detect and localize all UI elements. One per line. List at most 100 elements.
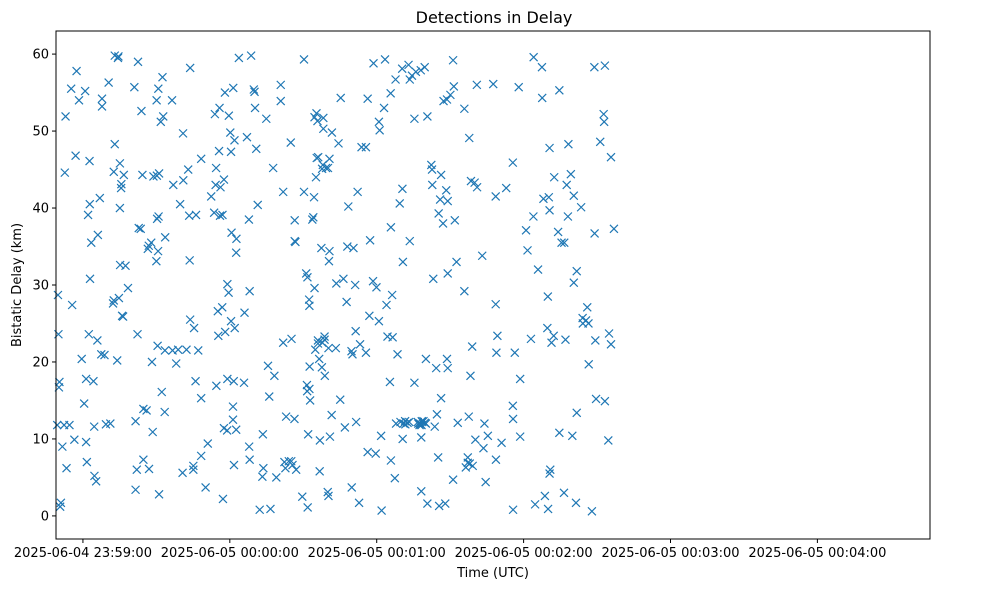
data-point-marker	[584, 319, 593, 328]
x-tick-label: 2025-06-05 00:04:00	[748, 546, 886, 561]
y-tick-label: 0	[41, 509, 49, 524]
data-point-marker	[89, 376, 98, 386]
data-point-marker	[228, 83, 238, 93]
data-point-marker	[84, 329, 94, 339]
data-point-marker	[249, 85, 259, 94]
data-point-marker	[442, 95, 452, 104]
data-point-marker	[178, 128, 188, 138]
data-point-marker	[229, 376, 239, 386]
data-point-marker	[185, 255, 195, 265]
data-point-marker	[365, 235, 375, 245]
data-point-marker	[528, 212, 538, 221]
data-point-marker	[175, 199, 185, 209]
data-point-marker	[227, 228, 236, 238]
data-point-marker	[438, 218, 448, 228]
data-point-marker	[287, 334, 296, 344]
data-point-marker	[515, 374, 525, 384]
data-point-marker	[109, 167, 119, 177]
data-point-marker	[421, 419, 431, 428]
data-point-marker	[90, 471, 99, 481]
data-point-marker	[379, 103, 389, 113]
data-point-marker	[497, 438, 506, 448]
data-point-marker	[196, 393, 206, 403]
data-point-marker	[377, 506, 387, 515]
data-point-marker	[185, 63, 195, 73]
data-point-marker	[448, 475, 458, 485]
x-tick-label: 2025-06-05 00:00:00	[161, 546, 299, 561]
data-point-marker	[540, 491, 550, 501]
data-point-marker	[143, 244, 153, 254]
data-point-marker	[154, 212, 164, 221]
data-point-marker	[290, 215, 300, 225]
data-point-marker	[353, 187, 363, 197]
data-point-marker	[559, 488, 569, 498]
y-tick-label: 40	[32, 202, 49, 217]
data-point-marker	[313, 152, 323, 162]
data-point-marker	[250, 103, 260, 113]
data-point-marker	[386, 222, 396, 232]
data-point-marker	[320, 371, 330, 381]
data-point-marker	[385, 377, 395, 387]
data-point-marker	[97, 102, 107, 111]
plot-area	[56, 31, 930, 539]
data-point-marker	[604, 329, 614, 338]
data-point-marker	[445, 90, 455, 100]
data-point-marker	[600, 396, 610, 406]
data-point-marker	[529, 52, 539, 62]
data-point-marker	[185, 315, 195, 325]
y-tick-label: 50	[32, 125, 49, 140]
data-point-marker	[211, 163, 221, 173]
data-point-marker	[363, 94, 373, 104]
data-point-marker	[276, 96, 286, 106]
data-point-marker	[491, 192, 501, 201]
data-point-marker	[422, 112, 432, 121]
data-point-marker	[110, 139, 120, 149]
data-point-marker	[459, 286, 469, 296]
data-point-marker	[178, 468, 187, 478]
data-point-marker	[453, 418, 463, 428]
data-point-marker	[93, 230, 103, 240]
data-point-marker	[297, 492, 307, 502]
data-point-marker	[472, 80, 482, 90]
data-point-marker	[69, 435, 79, 445]
x-tick-label: 2025-06-05 00:03:00	[601, 546, 739, 561]
data-point-marker	[173, 345, 183, 355]
data-point-marker	[368, 276, 378, 286]
data-point-marker	[336, 93, 346, 103]
data-point-marker	[133, 57, 143, 67]
data-point-marker	[131, 485, 140, 495]
data-point-marker	[432, 409, 442, 419]
data-point-marker	[309, 192, 319, 202]
data-point-marker	[153, 341, 163, 351]
data-point-marker	[561, 335, 570, 345]
data-point-marker	[234, 53, 244, 63]
data-point-marker	[183, 165, 193, 174]
data-point-marker	[66, 84, 76, 94]
data-point-marker	[440, 499, 450, 509]
data-point-marker	[325, 154, 334, 164]
data-point-marker	[491, 299, 501, 309]
data-point-marker	[480, 419, 489, 428]
data-point-marker	[218, 494, 228, 504]
data-point-marker	[211, 180, 221, 190]
data-point-marker	[226, 147, 236, 157]
data-point-marker	[318, 124, 328, 134]
data-point-marker	[220, 88, 230, 98]
data-point-marker	[258, 429, 268, 439]
data-point-marker	[158, 112, 168, 121]
data-point-marker	[196, 154, 206, 164]
data-point-marker	[393, 349, 402, 359]
data-point-marker	[327, 410, 337, 420]
data-point-marker	[431, 363, 441, 373]
data-point-marker	[325, 246, 334, 256]
data-point-marker	[467, 342, 477, 352]
data-point-marker	[313, 116, 322, 126]
data-point-marker	[178, 175, 188, 185]
data-point-marker	[158, 72, 167, 82]
data-point-marker	[307, 215, 317, 225]
data-point-marker	[430, 422, 440, 432]
data-point-marker	[268, 163, 278, 173]
data-point-marker	[182, 345, 191, 355]
data-point-marker	[572, 408, 582, 418]
data-point-marker	[291, 237, 300, 247]
